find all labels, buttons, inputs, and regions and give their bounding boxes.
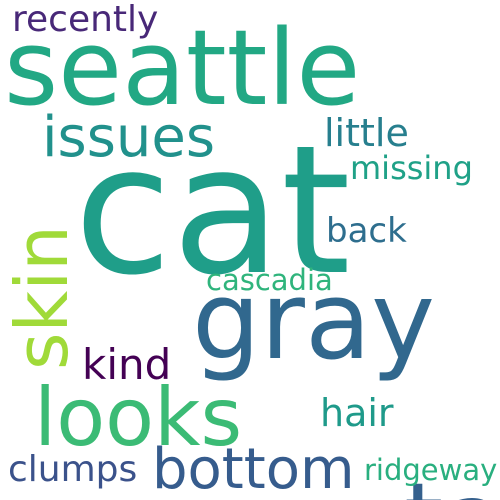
- word-bottom: bottom: [152, 437, 355, 500]
- word-back: back: [326, 211, 407, 251]
- word-issues: issues: [42, 105, 216, 170]
- word-tabby: tabby: [404, 470, 500, 500]
- word-cat: cat: [74, 107, 351, 314]
- word-recently: recently: [12, 0, 159, 40]
- word-hair: hair: [320, 391, 394, 435]
- word-cascadia: cascadia: [206, 263, 333, 297]
- word-clumps: clumps: [8, 449, 138, 490]
- word-looks: looks: [34, 371, 243, 464]
- word-skin: skin: [0, 225, 84, 370]
- word-little: little: [324, 111, 409, 155]
- word-gray: gray: [192, 259, 436, 384]
- word-ridgeway: ridgeway: [364, 453, 498, 487]
- word-missing: missing: [350, 149, 473, 187]
- word-seattle: seattle: [4, 7, 361, 129]
- word-kind: kind: [82, 340, 172, 389]
